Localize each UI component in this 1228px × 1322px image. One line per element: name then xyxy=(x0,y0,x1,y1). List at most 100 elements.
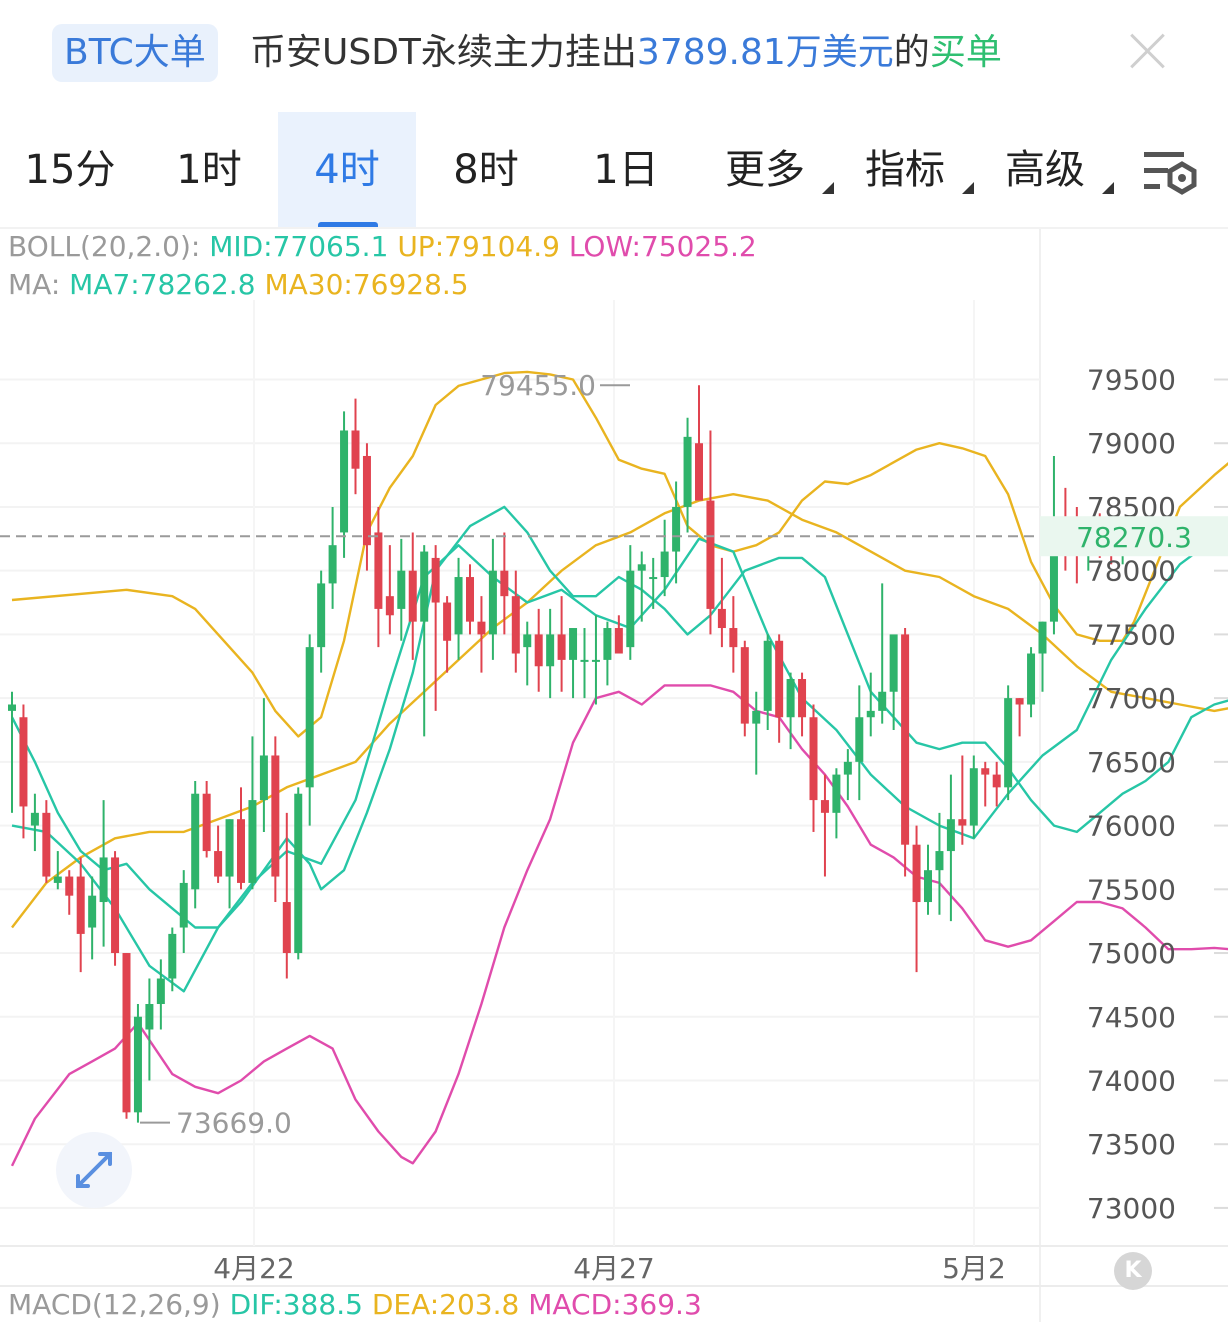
candle-body xyxy=(214,851,223,877)
dropdown-triangle-icon xyxy=(1102,182,1114,194)
candle-body xyxy=(317,583,326,648)
tab-advanced[interactable]: 高级 xyxy=(990,112,1114,228)
candle-body xyxy=(820,800,829,813)
candle-body xyxy=(111,857,120,954)
tab-1d[interactable]: 1日 xyxy=(556,112,696,228)
candle-body xyxy=(8,704,16,711)
alert-side: 买单 xyxy=(929,32,1002,73)
alert-prefix: 币安USDT永续主力挂出 xyxy=(250,32,637,73)
candle-body xyxy=(878,691,887,711)
candle-body xyxy=(133,1016,142,1113)
macd-legend: MACD(12,26,9) DIF:388.5 DEA:203.8 MACD:3… xyxy=(8,1288,702,1321)
boll-up-value: UP:79104.9 xyxy=(397,230,560,263)
candle-body xyxy=(832,774,841,813)
candle-body xyxy=(1038,621,1047,654)
candle-body xyxy=(145,1004,154,1030)
tab-indicators[interactable]: 指标 xyxy=(850,112,974,228)
y-tick-label: 77000 xyxy=(1087,682,1176,715)
y-tick-label: 74000 xyxy=(1087,1064,1176,1097)
candle-body xyxy=(866,710,875,718)
candle-body xyxy=(466,577,474,622)
candle-body xyxy=(202,793,211,852)
candle-body xyxy=(626,570,635,648)
tab-label: 高级 xyxy=(1005,147,1085,193)
candle-body xyxy=(488,570,497,635)
boll-mid-line xyxy=(10,505,1228,929)
candle-body xyxy=(397,570,406,609)
candle-body xyxy=(603,628,612,660)
candle-body xyxy=(1049,519,1058,622)
candle-body xyxy=(420,551,429,622)
ma30-value: MA30:76928.5 xyxy=(264,268,469,301)
candle-body xyxy=(672,506,681,552)
tab-15m[interactable]: 15分 xyxy=(0,112,140,228)
candle-body xyxy=(259,755,268,801)
order-alert-banner[interactable]: BTC大单 币安USDT永续主力挂出3789.81万美元的买单 xyxy=(0,0,1228,108)
symbol-badge: BTC大单 xyxy=(52,24,218,82)
alert-text: 币安USDT永续主力挂出3789.81万美元的买单 xyxy=(250,26,1002,80)
candle-body xyxy=(591,659,600,662)
candle-body xyxy=(340,430,349,533)
tab-more[interactable]: 更多 xyxy=(710,112,834,228)
candle-body xyxy=(580,659,589,662)
boll-mid-value: MID:77065.1 xyxy=(209,230,389,263)
y-tick-label: 73500 xyxy=(1087,1128,1176,1161)
y-tick-label: 78000 xyxy=(1087,555,1176,588)
chart-settings-icon[interactable] xyxy=(1140,148,1202,198)
candle-body xyxy=(374,532,383,609)
boll-label: BOLL(20,2.0): xyxy=(8,230,201,263)
tab-1h[interactable]: 1时 xyxy=(140,112,278,228)
candle-body xyxy=(248,800,257,883)
candle-body xyxy=(42,812,51,877)
candle-body xyxy=(408,570,417,622)
ma7-value: MA7:78262.8 xyxy=(69,268,256,301)
candle-body xyxy=(19,717,28,807)
fullscreen-button[interactable] xyxy=(56,1132,132,1208)
ma-label: MA: xyxy=(8,268,61,301)
candle-body xyxy=(946,819,955,852)
dropdown-triangle-icon xyxy=(962,182,974,194)
candle-body xyxy=(328,545,337,584)
candle-body xyxy=(179,882,188,928)
candle-body xyxy=(1015,698,1024,705)
tab-label: 8时 xyxy=(453,147,519,193)
k-collapse-button[interactable]: K xyxy=(1114,1252,1152,1290)
candle-body xyxy=(855,717,864,762)
candle-body xyxy=(191,793,200,890)
candle-body xyxy=(775,640,784,718)
candle-body xyxy=(385,596,394,616)
candle-body xyxy=(649,577,658,580)
y-tick-label: 77500 xyxy=(1087,618,1176,651)
tab-4h[interactable]: 4时 xyxy=(278,112,416,228)
candle-body xyxy=(660,551,669,578)
current-price-tag xyxy=(1040,516,1228,557)
candle-body xyxy=(786,679,795,718)
candle-body xyxy=(717,608,726,629)
candle-body xyxy=(76,876,85,934)
x-tick-label: 4月22 xyxy=(213,1252,294,1285)
macd-dif: DIF:388.5 xyxy=(229,1288,363,1321)
candle-body xyxy=(271,755,280,877)
boll-legend: BOLL(20,2.0): MID:77065.1 UP:79104.9 LOW… xyxy=(8,230,757,263)
grid-lines xyxy=(0,227,1228,1322)
candle-body xyxy=(924,870,932,903)
candle-body xyxy=(546,634,555,667)
ma7-line xyxy=(11,536,1228,993)
tab-8h[interactable]: 8时 xyxy=(416,112,556,228)
macd-value: MACD:369.3 xyxy=(528,1288,702,1321)
candle-body xyxy=(156,978,165,1005)
candle-body xyxy=(683,436,692,507)
current-price-label: 78270.3 xyxy=(1076,521,1192,554)
candle-body xyxy=(305,647,314,788)
candle-body xyxy=(569,628,578,660)
y-axis: 7950079000785007800077500770007650076000… xyxy=(1087,364,1176,1225)
candle-body xyxy=(500,570,509,597)
candle-body xyxy=(935,851,944,871)
y-tick-label: 79500 xyxy=(1087,364,1176,397)
y-tick-label: 76000 xyxy=(1087,810,1176,843)
candle-body xyxy=(763,640,772,711)
candle-body xyxy=(740,647,749,724)
indicator-lines xyxy=(10,370,1228,1167)
candle-body xyxy=(30,812,39,826)
